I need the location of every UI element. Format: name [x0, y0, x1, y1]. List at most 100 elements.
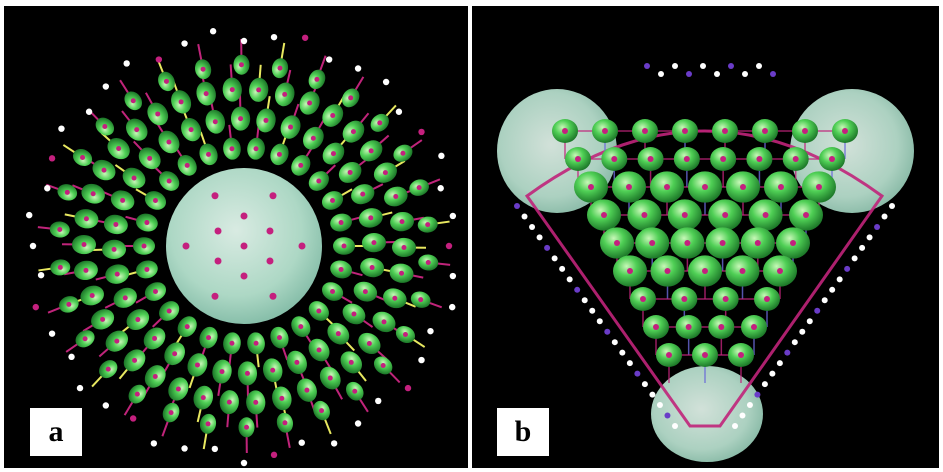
atom-magenta — [739, 268, 746, 274]
atom-magenta — [722, 296, 729, 302]
atom-magenta — [316, 347, 322, 353]
atom-magenta — [294, 359, 300, 365]
atom-magenta — [601, 212, 607, 218]
atom-magenta — [802, 128, 808, 134]
atom-magenta — [172, 351, 178, 357]
atom-magenta — [640, 296, 646, 302]
atom-magenta — [392, 295, 398, 301]
atom-magenta — [184, 324, 190, 330]
atom-magenta — [175, 386, 181, 392]
atom-magenta — [57, 264, 63, 270]
atom-magenta — [120, 197, 126, 203]
terminal-atom — [566, 276, 573, 283]
terminal-atom — [641, 381, 648, 388]
inner-atom — [211, 192, 219, 200]
atom-magenta — [134, 127, 140, 133]
atom-magenta — [282, 420, 288, 426]
atom-magenta — [762, 128, 768, 134]
terminal-atom — [26, 211, 33, 219]
terminal-atom — [301, 34, 309, 41]
inner-atom — [266, 227, 274, 235]
atom-magenta — [238, 116, 244, 122]
terminal-atom — [418, 128, 425, 136]
atom-magenta — [184, 162, 190, 168]
terminal-atom — [814, 307, 821, 314]
atom-magenta — [279, 395, 285, 401]
atom-magenta — [368, 148, 374, 154]
atom-magenta — [575, 156, 581, 162]
terminal-atom — [48, 155, 56, 162]
atom-magenta — [226, 399, 232, 405]
terminal-atom — [574, 286, 581, 293]
atom-magenta — [380, 362, 386, 368]
atom-magenta — [144, 266, 150, 272]
atom-magenta — [790, 240, 796, 246]
atom-magenta — [288, 124, 294, 130]
terminal-atom — [354, 420, 362, 427]
terminal-atom — [102, 402, 110, 409]
terminal-atom — [619, 349, 626, 356]
panel-b-tetrahedral-cluster: b — [472, 6, 939, 468]
atom-magenta — [718, 324, 725, 330]
terminal-atom — [791, 339, 798, 346]
terminal-atom — [589, 307, 596, 314]
atom-magenta — [762, 212, 769, 218]
atom-magenta — [641, 212, 648, 218]
atom-magenta — [330, 151, 336, 157]
atom-magenta — [681, 212, 688, 218]
atom-magenta — [200, 395, 206, 401]
atom-magenta — [166, 308, 172, 314]
cluster-b-render — [497, 63, 914, 462]
atom-magenta — [244, 424, 250, 430]
atom-magenta — [368, 215, 374, 221]
atom-magenta — [116, 146, 122, 152]
atom-magenta — [562, 128, 568, 134]
terminal-atom — [739, 412, 746, 419]
atom-magenta — [178, 99, 184, 105]
atom-magenta — [132, 357, 138, 363]
atom-magenta — [83, 216, 89, 222]
atom-magenta — [304, 387, 310, 393]
terminal-atom — [821, 297, 828, 304]
atom-magenta — [402, 332, 408, 338]
atom-magenta — [122, 295, 128, 301]
atom-magenta — [188, 127, 194, 133]
terminal-atoms-a — [26, 28, 457, 467]
atom-magenta — [206, 335, 212, 341]
terminal-atom — [806, 318, 813, 325]
atom-magenta — [399, 270, 405, 276]
atom-magenta — [360, 191, 366, 197]
terminal-atom — [714, 71, 720, 77]
atom-magenta — [611, 156, 618, 162]
atom-magenta — [803, 212, 809, 218]
atom-magenta — [649, 240, 656, 246]
terminal-atom — [844, 265, 851, 272]
terminal-atom — [209, 28, 217, 35]
atom-magenta — [256, 87, 262, 93]
terminal-atom — [240, 37, 248, 45]
atom-magenta — [166, 178, 172, 184]
atom-magenta — [416, 185, 422, 191]
inner-atom — [182, 242, 190, 250]
atom-magenta — [418, 297, 424, 303]
terminal-atom — [102, 83, 110, 90]
atom-magenta — [64, 189, 70, 195]
atom-magenta — [382, 170, 388, 176]
atom-magenta — [425, 259, 431, 265]
atom-magenta — [792, 156, 799, 162]
atom-magenta — [131, 175, 137, 181]
terminal-atom — [449, 272, 457, 280]
terminal-atom — [851, 255, 858, 262]
atom-magenta — [276, 151, 282, 157]
inner-atom — [269, 292, 277, 300]
atom-magenta — [114, 271, 120, 277]
atom-magenta — [135, 317, 141, 323]
atom-magenta — [842, 128, 848, 134]
terminal-atom — [658, 71, 664, 77]
atom-magenta — [111, 246, 117, 252]
atom-magenta — [105, 366, 111, 372]
atom-magenta — [393, 193, 399, 199]
atom-magenta — [253, 146, 259, 152]
terminal-atom — [155, 56, 163, 63]
